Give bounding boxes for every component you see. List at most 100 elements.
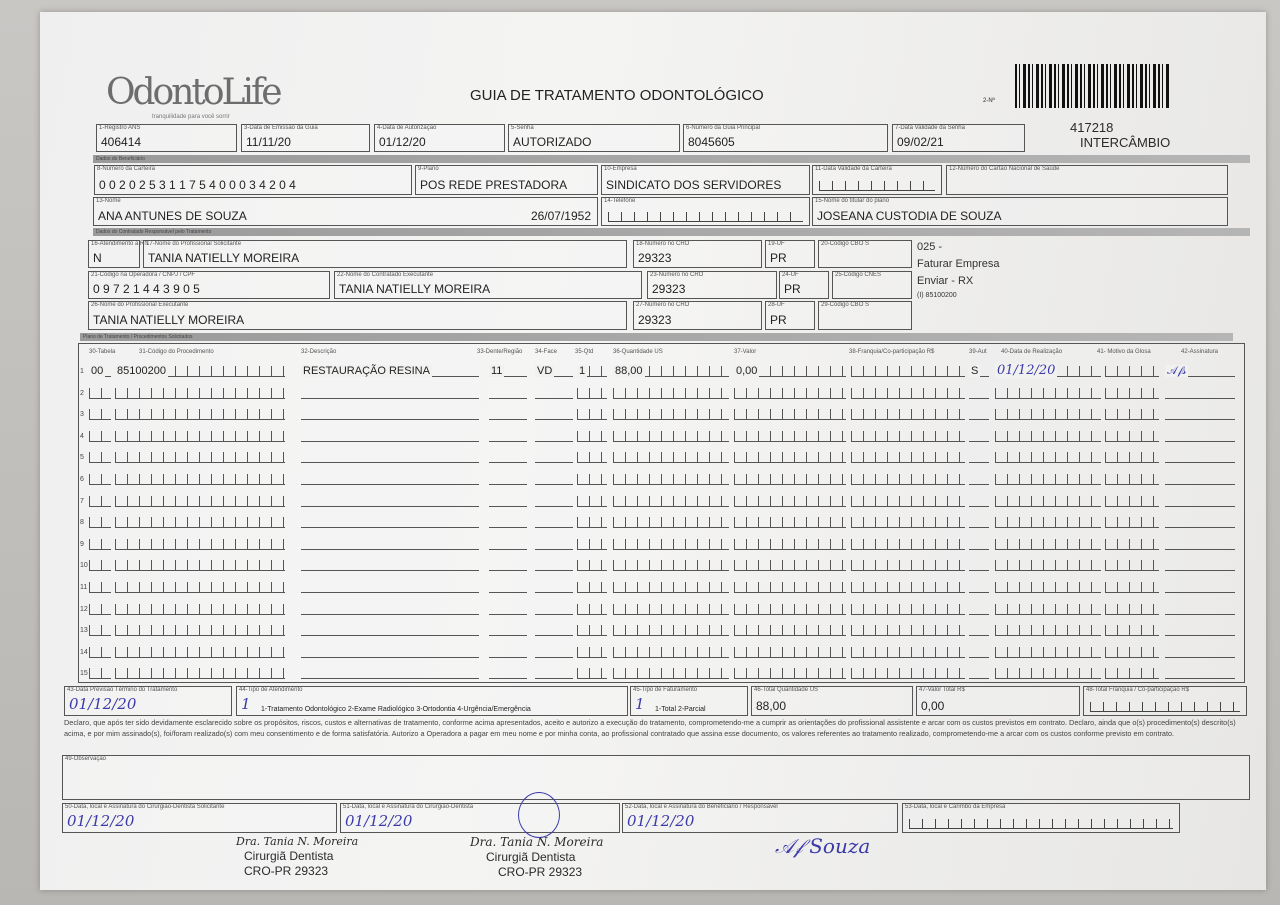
cell-valor[interactable] <box>734 646 846 658</box>
cell-dente[interactable] <box>489 517 527 529</box>
cell-dente[interactable] <box>489 474 527 485</box>
cell-aut[interactable] <box>969 431 989 442</box>
field-f17[interactable]: 17-Nome do Profissional Solicitante TANIA… <box>143 240 627 268</box>
cell-descricao[interactable] <box>301 388 479 399</box>
cell-face[interactable] <box>535 409 573 421</box>
cell-qtd[interactable] <box>577 646 607 658</box>
cell-tabela[interactable] <box>89 603 111 615</box>
cell-tabela[interactable] <box>89 430 111 442</box>
cell-data[interactable] <box>995 538 1101 550</box>
field-f19[interactable]: 19-UF PR <box>765 240 815 268</box>
cell-data[interactable] <box>995 495 1101 507</box>
cell-motivo[interactable] <box>1105 560 1159 572</box>
field-f50[interactable]: 50-Data, local e Assinatura do Cirurgião… <box>62 803 337 833</box>
cell-aut[interactable] <box>969 604 989 615</box>
cell-franquia[interactable] <box>851 409 965 421</box>
field-f16[interactable]: 16-Atendimento a RN N <box>88 240 149 268</box>
cell-descricao[interactable] <box>301 539 479 550</box>
cell-qtd_us[interactable] <box>613 625 729 637</box>
cell-codigo[interactable] <box>115 560 285 572</box>
cell-aut[interactable] <box>969 582 989 593</box>
cell-motivo[interactable] <box>1105 603 1159 615</box>
cell-descricao[interactable] <box>301 604 479 615</box>
cell-motivo[interactable] <box>1105 495 1159 507</box>
cell-codigo[interactable] <box>115 495 285 507</box>
cell-face[interactable] <box>535 431 573 442</box>
cell-face[interactable] <box>535 647 573 658</box>
cell-face[interactable] <box>535 604 573 615</box>
cell-data[interactable] <box>995 668 1101 680</box>
cell-codigo[interactable] <box>115 625 285 637</box>
cell-valor[interactable] <box>734 452 846 464</box>
field-f46[interactable]: 46-Total Quantidade US 88,00 <box>751 686 913 716</box>
field-f5[interactable]: 5-Senha AUTORIZADO <box>508 124 680 152</box>
cell-data[interactable] <box>995 430 1101 442</box>
field-f10[interactable]: 10-Empresa SINDICATO DOS SERVIDORES <box>601 165 810 195</box>
cell-face[interactable]: VD <box>535 365 573 377</box>
cell-motivo[interactable] <box>1105 582 1159 593</box>
cell-codigo[interactable] <box>115 582 285 593</box>
cell-assinatura[interactable] <box>1165 625 1235 637</box>
cell-dente[interactable] <box>489 604 527 615</box>
cell-assinatura[interactable] <box>1165 496 1235 507</box>
cell-face[interactable] <box>535 496 573 507</box>
cell-qtd_us[interactable] <box>613 452 729 464</box>
cell-face[interactable] <box>535 668 573 680</box>
field-f7[interactable]: 7-Data Validade da Senha 09/02/21 <box>892 124 1025 152</box>
cell-descricao[interactable] <box>301 474 479 485</box>
field-f48[interactable]: 48-Total Franquia / Co-participação R$ <box>1083 686 1247 716</box>
cell-assinatura[interactable] <box>1165 604 1235 615</box>
cell-descricao[interactable] <box>301 496 479 507</box>
cell-motivo[interactable] <box>1105 452 1159 464</box>
cell-valor[interactable] <box>734 538 846 550</box>
cell-tabela[interactable] <box>89 474 111 485</box>
cell-face[interactable] <box>535 388 573 399</box>
field-f25[interactable]: 25-Código CNES <box>832 271 912 299</box>
cell-codigo[interactable] <box>115 538 285 550</box>
cell-assinatura[interactable] <box>1165 517 1235 529</box>
cell-face[interactable] <box>535 625 573 637</box>
cell-qtd[interactable] <box>577 452 607 464</box>
cell-dente[interactable] <box>489 560 527 572</box>
cell-motivo[interactable] <box>1105 538 1159 550</box>
cell-codigo[interactable] <box>115 517 285 529</box>
cell-dente[interactable] <box>489 625 527 637</box>
field-f15[interactable]: 15-Nome do titular do plano JOSEANA CUSTO… <box>812 197 1228 226</box>
cell-qtd[interactable] <box>577 409 607 421</box>
field-f45[interactable]: 45-Tipo de Faturamento 1 1-Total 2-Parcial <box>630 686 748 716</box>
cell-franquia[interactable] <box>851 625 965 637</box>
cell-assinatura[interactable] <box>1165 647 1235 658</box>
field-f6[interactable]: 6-Número da Guia Principal 8045605 <box>683 124 888 152</box>
cell-franquia[interactable] <box>851 560 965 572</box>
cell-qtd[interactable] <box>577 560 607 572</box>
cell-assinatura[interactable] <box>1165 452 1235 464</box>
cell-codigo[interactable] <box>115 409 285 421</box>
cell-valor[interactable] <box>734 668 846 680</box>
cell-valor[interactable] <box>734 625 846 637</box>
cell-data[interactable] <box>995 517 1101 529</box>
cell-dente[interactable] <box>489 539 527 550</box>
field-f9[interactable]: 9-Plano POS REDE PRESTADORA <box>415 165 598 195</box>
cell-face[interactable] <box>535 452 573 464</box>
cell-dente[interactable] <box>489 668 527 680</box>
cell-data[interactable]: 01/12/20 <box>995 363 1101 378</box>
cell-valor[interactable] <box>734 582 846 593</box>
cell-aut[interactable] <box>969 647 989 658</box>
cell-data[interactable] <box>995 474 1101 485</box>
cell-data[interactable] <box>995 582 1101 593</box>
cell-data[interactable] <box>995 603 1101 615</box>
cell-data[interactable] <box>995 646 1101 658</box>
cell-aut[interactable] <box>969 388 989 399</box>
cell-franquia[interactable] <box>851 517 965 529</box>
field-f49[interactable]: 49-Observação <box>62 755 1250 800</box>
cell-aut[interactable] <box>969 560 989 572</box>
cell-descricao[interactable] <box>301 452 479 464</box>
cell-motivo[interactable] <box>1105 517 1159 529</box>
cell-franquia[interactable] <box>851 646 965 658</box>
cell-tabela[interactable] <box>89 560 111 572</box>
cell-aut[interactable] <box>969 496 989 507</box>
cell-franquia[interactable] <box>851 452 965 464</box>
cell-data[interactable] <box>995 625 1101 637</box>
cell-tabela[interactable] <box>89 517 111 529</box>
cell-descricao[interactable] <box>301 560 479 572</box>
